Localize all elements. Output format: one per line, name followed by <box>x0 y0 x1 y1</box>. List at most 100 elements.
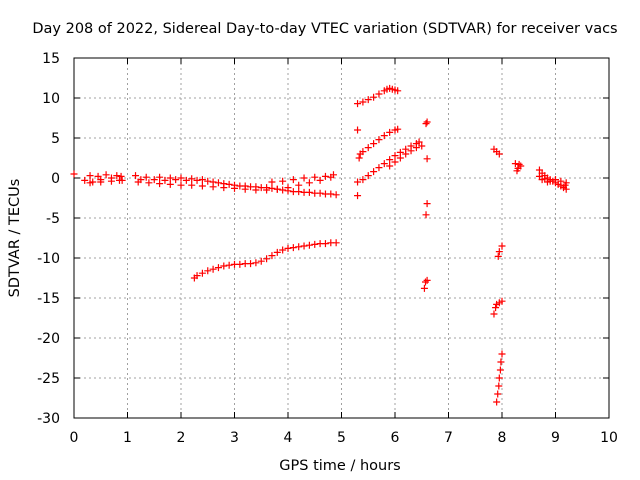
data-point <box>86 179 94 187</box>
data-point <box>380 160 388 168</box>
data-point <box>209 265 217 273</box>
x-tick-label: 1 <box>123 430 132 446</box>
x-tick-label: 0 <box>70 430 79 446</box>
data-point <box>156 180 164 188</box>
data-point <box>311 240 319 248</box>
data-point <box>177 181 185 189</box>
data-point <box>354 178 362 186</box>
data-point <box>204 267 212 275</box>
data-point <box>415 138 423 146</box>
y-tick-label: 5 <box>51 131 60 147</box>
data-point <box>81 176 89 184</box>
data-point <box>386 128 394 136</box>
data-series <box>535 166 570 193</box>
data-point <box>289 244 297 252</box>
data-point <box>354 126 362 134</box>
data-point <box>268 252 276 260</box>
data-series <box>490 145 506 406</box>
data-point <box>422 120 430 128</box>
data-point <box>156 173 164 181</box>
data-point <box>97 178 105 186</box>
data-point <box>423 155 431 163</box>
data-point <box>300 174 308 182</box>
y-axis-label: SDTVAR / TECUs <box>7 179 23 298</box>
data-point <box>370 93 378 101</box>
data-point <box>364 172 372 180</box>
data-point <box>193 176 201 184</box>
data-series <box>511 160 525 175</box>
data-point <box>418 142 426 150</box>
data-point <box>247 260 255 268</box>
x-tick-label: 6 <box>391 430 400 446</box>
data-point <box>354 192 362 200</box>
data-point <box>380 132 388 140</box>
y-tick-label: -15 <box>37 291 60 307</box>
data-point <box>132 172 140 180</box>
chart-title: Day 208 of 2022, Sidereal Day-to-day VTE… <box>32 21 617 37</box>
data-point <box>279 246 287 254</box>
x-tick-label: 2 <box>177 430 186 446</box>
data-point <box>134 178 142 186</box>
data-point <box>252 259 260 267</box>
data-point <box>386 156 394 164</box>
data-point <box>316 189 324 197</box>
data-point <box>145 179 153 187</box>
data-point <box>70 170 78 178</box>
data-point <box>188 181 196 189</box>
data-point <box>492 304 500 312</box>
data-points <box>70 84 570 406</box>
data-point <box>513 167 521 175</box>
data-point <box>332 191 340 199</box>
data-point <box>193 272 201 280</box>
data-point <box>305 179 313 187</box>
data-point <box>543 178 551 186</box>
data-point <box>394 125 402 133</box>
data-point <box>225 180 233 188</box>
data-point <box>494 390 502 398</box>
data-point <box>214 179 222 187</box>
data-point <box>172 176 180 184</box>
data-point <box>107 177 115 185</box>
data-point <box>423 276 431 284</box>
data-point <box>321 240 329 248</box>
data-point <box>236 260 244 268</box>
data-point <box>375 164 383 172</box>
y-tick-label: 10 <box>42 91 60 107</box>
data-point <box>295 188 303 196</box>
data-point <box>423 200 431 208</box>
data-point <box>561 181 569 189</box>
data-point <box>495 382 503 390</box>
data-point <box>391 152 399 160</box>
data-point <box>305 241 313 249</box>
data-point <box>497 358 505 366</box>
data-point <box>394 87 402 95</box>
data-point <box>498 242 506 250</box>
data-point <box>498 350 506 358</box>
data-point <box>252 186 260 194</box>
y-tick-label: 15 <box>42 51 60 67</box>
y-tick-label: -25 <box>37 371 60 387</box>
y-tick-label: -10 <box>37 251 60 267</box>
data-point <box>511 160 519 168</box>
x-tick-label: 3 <box>230 430 239 446</box>
data-point <box>327 190 335 198</box>
data-point <box>364 96 372 104</box>
data-point <box>515 160 523 168</box>
data-point <box>359 148 367 156</box>
data-point <box>102 171 110 179</box>
data-point <box>273 248 281 256</box>
data-point <box>166 180 174 188</box>
data-point <box>421 278 429 286</box>
data-point <box>231 184 238 192</box>
x-axis-label: GPS time / hours <box>279 458 400 474</box>
x-tick-label: 7 <box>444 430 453 446</box>
data-point <box>268 184 276 192</box>
data-point <box>198 176 206 184</box>
data-point <box>412 144 420 152</box>
data-point <box>220 262 228 270</box>
data-point <box>494 252 502 260</box>
data-point <box>354 100 362 108</box>
data-point <box>359 176 367 184</box>
data-series <box>420 118 431 292</box>
